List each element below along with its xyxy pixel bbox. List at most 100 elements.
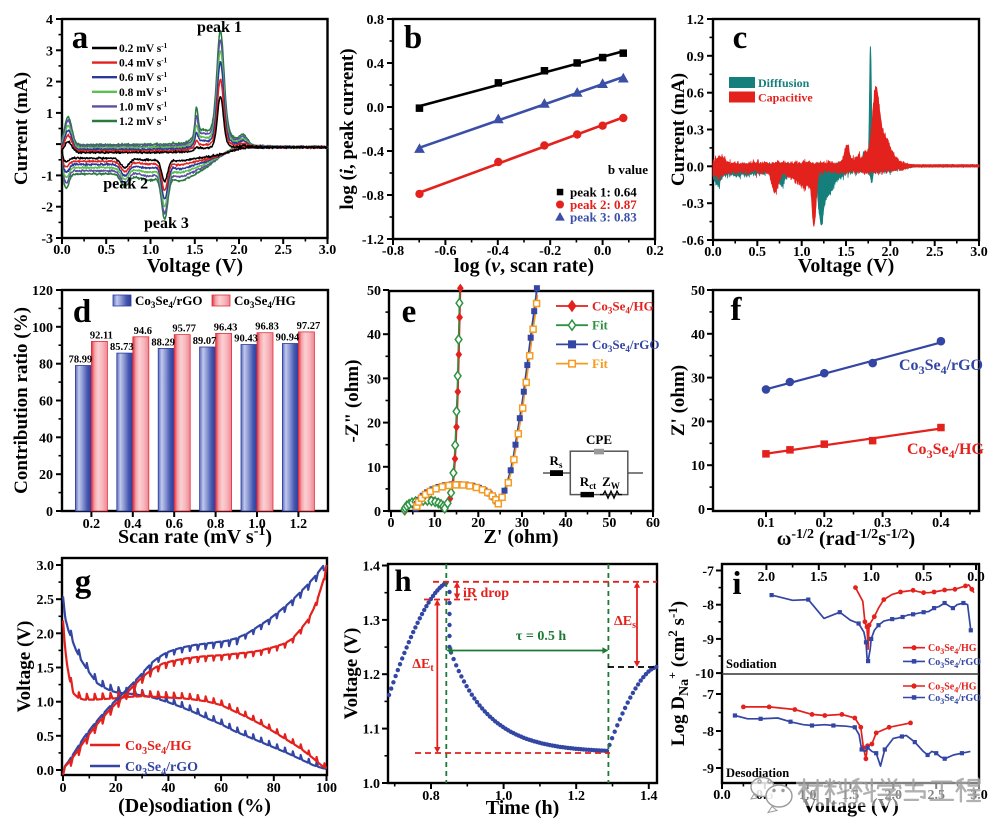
svg-text:-0.8: -0.8 [382,244,404,259]
svg-text:-2: -2 [41,201,53,216]
svg-text:0.0: 0.0 [367,101,385,116]
svg-text:Rct​: Rct​ [580,474,596,491]
svg-text:1.2 mV s-1​: 1.2 mV s-1​ [119,115,168,128]
svg-text:1.5: 1.5 [186,243,204,258]
svg-text:Co3Se4/HG: Co3Se4/HG [928,682,977,695]
svg-text:2.5: 2.5 [274,243,292,258]
svg-text:0: 0 [60,781,67,796]
svg-text:ω-1/2 (rad-1/2s-1/2): ω-1/2 (rad-1/2s-1/2) [777,527,915,550]
svg-text:peak 3: peak 3 [144,215,189,232]
svg-text:c: c [733,20,748,56]
svg-text:1.0: 1.0 [248,517,266,532]
svg-text:Co3Se4/rGO: Co3Se4/rGO [899,357,983,377]
svg-text:1.0: 1.0 [363,777,381,792]
svg-text:1.1: 1.1 [363,723,381,738]
svg-text:-7: -7 [702,565,714,580]
svg-text:3: 3 [46,44,53,59]
svg-text:peak 3: 0.83: peak 3: 0.83 [570,210,637,225]
svg-text:78.99: 78.99 [69,355,93,366]
svg-text:120: 120 [32,284,53,299]
svg-text:30: 30 [367,372,381,387]
svg-text:1.3: 1.3 [363,614,381,629]
svg-text:Difffusion: Difffusion [758,76,810,90]
svg-text:-3: -3 [41,232,53,247]
svg-text:0.8: 0.8 [367,13,385,28]
svg-text:4: 4 [46,13,53,28]
svg-text:1.2: 1.2 [363,668,381,683]
svg-text:-0.8: -0.8 [362,189,384,204]
svg-text:2: 2 [46,76,53,91]
svg-text:3.0: 3.0 [319,243,337,258]
svg-text:peak 2: 0.87: peak 2: 0.87 [570,197,637,212]
svg-text:0.0: 0.0 [713,788,731,803]
svg-text:Co3Se4/HG: Co3Se4/HG [907,441,984,461]
svg-text:0.4: 0.4 [124,517,142,532]
svg-text:0.4: 0.4 [367,57,385,72]
svg-text:Contribution ratio (%): Contribution ratio (%) [11,307,32,494]
svg-text:80: 80 [267,781,281,796]
svg-text:0.9: 0.9 [687,50,705,65]
svg-text:-Z" (ohm): -Z" (ohm) [342,360,363,443]
svg-text:-8: -8 [702,599,714,614]
svg-text:1: 1 [46,107,53,122]
svg-text:50: 50 [367,284,381,299]
svg-text:90.43: 90.43 [234,334,258,345]
svg-text:a: a [72,20,89,56]
svg-text:Voltage (V): Voltage (V) [798,255,894,277]
svg-text:1.4: 1.4 [640,789,658,804]
svg-text:h: h [394,563,411,598]
svg-text:88.29: 88.29 [151,337,175,348]
svg-text:Desodiation: Desodiation [726,766,789,780]
svg-text:0.0: 0.0 [967,570,985,585]
svg-text:0.4: 0.4 [932,516,950,531]
svg-text:-0.4: -0.4 [487,244,509,259]
svg-text:20: 20 [367,417,381,432]
svg-text:1.2: 1.2 [567,789,585,804]
svg-text:100: 100 [32,321,53,336]
svg-text:b value: b value [608,162,648,177]
svg-text:20: 20 [39,468,53,483]
svg-text:Co3Se4/HG: Co3Se4/HG [125,739,192,757]
svg-text:Voltage (V): Voltage (V) [14,621,35,713]
svg-text:0.0: 0.0 [594,244,612,259]
svg-text:60: 60 [646,516,660,531]
svg-text:Z' (ohm): Z' (ohm) [668,365,689,436]
svg-text:40: 40 [367,328,381,343]
svg-text:3.0: 3.0 [970,245,988,260]
svg-text:peak 1: 0.64: peak 1: 0.64 [570,185,637,200]
svg-text:-0.6: -0.6 [682,234,704,249]
svg-text:1.5: 1.5 [837,245,855,260]
svg-text:(De)sodiation (%): (De)sodiation (%) [118,795,271,817]
svg-text:Fit: Fit [592,356,609,371]
svg-text:Scan rate (mV s-1​): Scan rate (mV s-1​) [118,524,272,548]
svg-text:1.0: 1.0 [37,696,55,711]
svg-text:2.0: 2.0 [882,245,900,260]
svg-text:40: 40 [39,431,53,446]
svg-text:2.0: 2.0 [230,243,248,258]
svg-text:0.0: 0.0 [704,245,722,260]
svg-text:0.0: 0.0 [37,764,55,779]
svg-text:40: 40 [691,328,705,343]
svg-text:80: 80 [39,358,53,373]
svg-text:85.73: 85.73 [110,342,134,353]
svg-text:0.8: 0.8 [422,789,440,804]
svg-text:-0.6: -0.6 [434,244,456,259]
svg-text:50: 50 [602,516,616,531]
svg-text:0.5: 0.5 [915,570,933,585]
svg-text:0.8 mV s-1​: 0.8 mV s-1​ [119,86,168,99]
svg-text:Co3Se4/HG: Co3Se4/HG [928,643,977,656]
svg-text:Current (mA): Current (mA) [11,72,32,185]
svg-text:1.0: 1.0 [862,570,880,585]
svg-text:30: 30 [691,372,705,387]
svg-text:2.0: 2.0 [37,627,55,642]
svg-text:-1: -1 [41,169,53,184]
svg-text:0.6 mV s-1​: 0.6 mV s-1​ [119,71,168,84]
svg-text:40: 40 [559,516,573,531]
svg-text:30: 30 [515,516,529,531]
svg-text:CPE: CPE [586,432,612,447]
svg-text:60: 60 [214,781,228,796]
svg-text:g: g [75,564,92,600]
svg-text:0: 0 [46,505,53,520]
svg-text:2.0: 2.0 [758,570,776,585]
svg-text:Voltage (V): Voltage (V) [341,628,362,720]
